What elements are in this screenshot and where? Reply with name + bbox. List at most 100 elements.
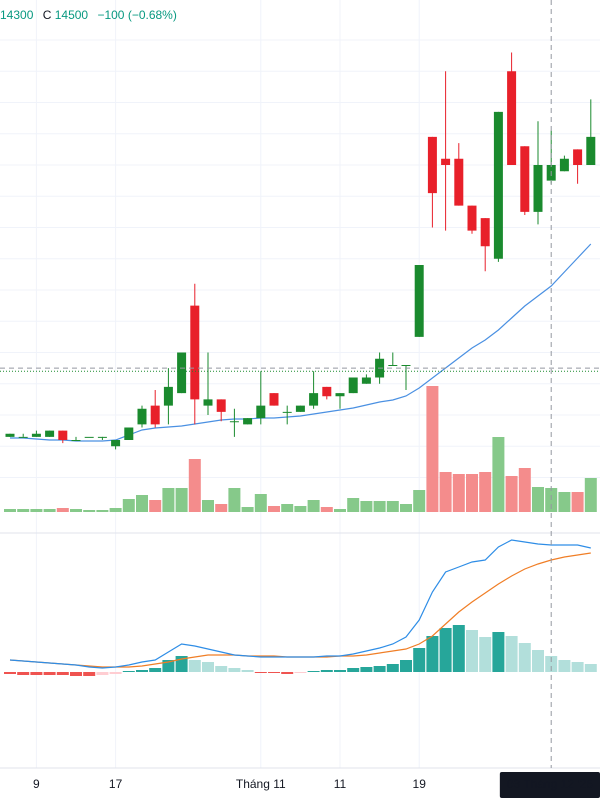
candle-body <box>361 377 371 384</box>
volume-bar <box>294 506 307 512</box>
macd-histogram-bar <box>109 672 122 674</box>
macd-histogram-bar <box>56 672 69 675</box>
volume-bar <box>228 488 241 512</box>
volume-bar <box>360 501 373 512</box>
candle-body <box>111 440 121 447</box>
volume-bar <box>281 504 294 512</box>
volume-bar <box>400 504 412 512</box>
volume-bar <box>320 507 333 512</box>
header-change: −100 (−0.68%) <box>97 8 176 22</box>
volume-bar <box>505 476 518 512</box>
marks <box>0 52 600 676</box>
volume-bar <box>136 495 148 512</box>
candle-body <box>5 433 15 437</box>
volume-bar <box>43 509 56 512</box>
candle-body <box>388 365 398 366</box>
volume-bar <box>188 459 201 512</box>
macd-histogram-bar <box>149 668 162 672</box>
volume-bar <box>532 487 544 512</box>
volume-bar <box>122 499 135 512</box>
candle-body <box>150 405 160 425</box>
x-tick-label: 11 <box>334 777 347 791</box>
volume-bar <box>307 500 320 512</box>
candle-body <box>58 430 68 440</box>
crosshair-time-label: 03 Tháng 12 '25 <box>507 777 593 791</box>
macd-histogram-bar <box>281 672 294 674</box>
candle-body <box>137 408 147 425</box>
macd-histogram-bar <box>439 628 452 672</box>
volume-bar <box>56 508 69 512</box>
macd-histogram-bar <box>452 625 465 672</box>
macd-histogram-bar <box>96 672 109 675</box>
candle-body <box>467 205 477 231</box>
volume-bar <box>584 478 597 512</box>
macd-histogram-bar <box>43 672 56 675</box>
macd-histogram-bar <box>83 672 96 676</box>
candle-body <box>401 365 411 366</box>
volume-bar <box>215 504 228 512</box>
candle-body <box>97 436 107 438</box>
macd-histogram-bar <box>558 660 571 672</box>
x-tick-label: 19 <box>413 777 427 791</box>
volume-bar <box>466 474 478 512</box>
volume-bar <box>479 472 492 512</box>
candle-body <box>520 146 530 212</box>
header: 14300 C 14500 −100 (−0.68%) <box>0 8 177 22</box>
volume-bar <box>175 488 188 512</box>
candle-body <box>18 436 28 438</box>
candle-body <box>533 165 543 212</box>
candle-body <box>480 218 490 247</box>
macd-histogram-bar <box>334 670 346 672</box>
macd-histogram-bar <box>294 672 307 673</box>
candle-body <box>216 399 226 412</box>
volume-bar <box>347 498 360 512</box>
candle-body <box>559 158 569 172</box>
volume-bar <box>268 506 280 512</box>
candle-body <box>177 352 187 394</box>
candle-body <box>507 71 517 165</box>
candle-body <box>45 430 55 437</box>
macd-histogram-bar <box>136 670 148 672</box>
volume-bar <box>241 507 254 512</box>
macd-histogram-bar <box>373 666 386 672</box>
candle-body <box>427 136 437 194</box>
volume-bar <box>571 492 584 512</box>
macd-histogram-bar <box>532 650 544 672</box>
candle-body <box>256 405 266 419</box>
macd-histogram-bar <box>215 666 228 672</box>
macd-histogram-bar <box>17 672 30 675</box>
header-low: 14300 <box>0 8 34 22</box>
volume-bar <box>96 510 109 512</box>
candle-body <box>124 427 134 440</box>
macd-histogram-bar <box>228 668 241 672</box>
macd-histogram-bar <box>545 656 558 672</box>
macd-histogram-bar <box>571 662 584 672</box>
macd-histogram-bar <box>492 632 505 672</box>
candle-body <box>163 386 173 406</box>
macd-histogram-bar <box>268 672 280 673</box>
macd-histogram-bar <box>307 671 320 672</box>
macd-histogram-bar <box>400 660 412 672</box>
candle-body <box>322 386 332 397</box>
macd-histogram-bar <box>584 664 597 672</box>
candle-body <box>414 265 424 337</box>
volume-bar <box>202 500 214 512</box>
header-close-label: C <box>43 8 52 22</box>
volume-bar <box>373 501 386 512</box>
volume-bar <box>254 494 267 512</box>
candle-body <box>573 149 583 165</box>
macd-histogram-bar <box>241 670 254 672</box>
macd-histogram-bar <box>254 672 267 673</box>
volume-bar <box>17 509 30 512</box>
macd-histogram-bar <box>413 648 426 672</box>
volume-bar <box>439 472 452 512</box>
candle-body <box>71 440 81 441</box>
candle-body <box>295 405 305 412</box>
volume-bar <box>413 490 426 512</box>
macd-histogram-bar <box>30 672 43 675</box>
macd-histogram-bar <box>505 636 518 672</box>
candle-body <box>84 436 94 438</box>
x-tick-label: Tháng 11 <box>236 777 286 791</box>
crosshair-time-box <box>499 772 600 798</box>
macd-histogram-bar <box>347 668 360 672</box>
